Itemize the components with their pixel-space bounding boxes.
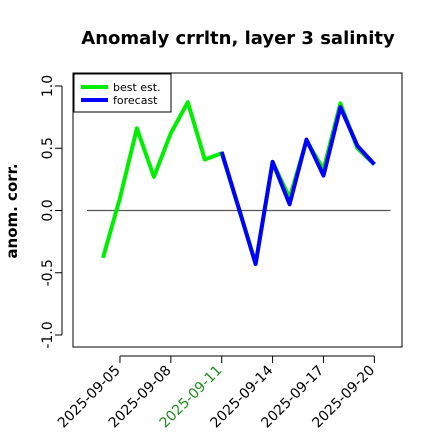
legend-label: best est. — [113, 81, 161, 94]
y-tick-label: -0.5 — [40, 259, 56, 286]
legend-box — [73, 73, 172, 113]
legend-label: forecast — [113, 94, 158, 107]
plot-area: -1.0-0.50.00.51.02025-09-052025-09-08202… — [40, 72, 403, 431]
y-tick-label: -1.0 — [40, 321, 56, 348]
plot-frame — [72, 72, 403, 348]
y-tick-label: 0.5 — [40, 137, 56, 159]
chart-title: Anomaly crrltn, layer 3 salinity — [81, 28, 395, 49]
y-axis-label: anom. corr. — [3, 163, 21, 258]
series-line-forecast — [219, 105, 376, 266]
y-tick-label: 1.0 — [40, 75, 56, 97]
y-tick-label: 0.0 — [40, 199, 56, 221]
